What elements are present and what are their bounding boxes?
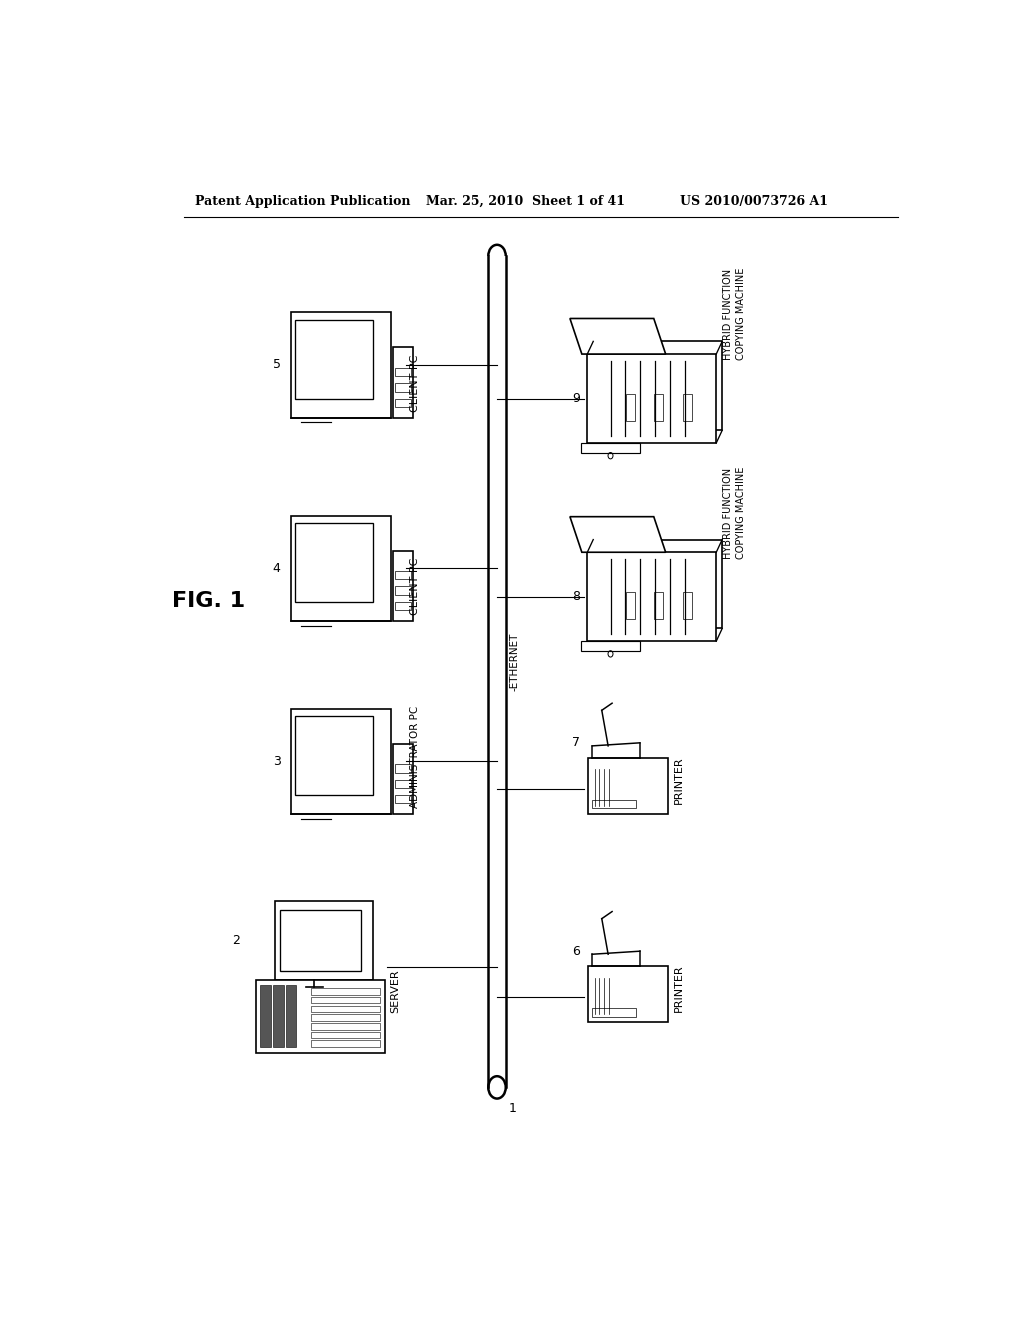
Text: HYBRID FUNCTION
COPYING MACHINE: HYBRID FUNCTION COPYING MACHINE — [723, 268, 745, 360]
Bar — [295, 319, 374, 399]
Text: PRINTER: PRINTER — [674, 756, 684, 804]
Text: 5: 5 — [272, 359, 281, 371]
Bar — [395, 383, 412, 392]
Bar — [310, 1023, 380, 1030]
Bar — [310, 1040, 380, 1047]
Text: 6: 6 — [572, 945, 581, 958]
Bar — [310, 997, 380, 1003]
Bar — [395, 602, 412, 610]
Circle shape — [488, 1076, 506, 1098]
Bar — [256, 981, 385, 1053]
Bar — [592, 800, 636, 808]
Bar — [291, 313, 391, 417]
Bar — [395, 572, 412, 579]
Bar — [395, 399, 412, 407]
Bar — [310, 1032, 380, 1039]
Text: 1: 1 — [509, 1102, 517, 1114]
Text: Mar. 25, 2010  Sheet 1 of 41: Mar. 25, 2010 Sheet 1 of 41 — [426, 195, 625, 209]
Text: 3: 3 — [272, 755, 281, 768]
Text: -ETHERNET: -ETHERNET — [510, 632, 520, 690]
Bar — [593, 540, 722, 628]
Text: 7: 7 — [572, 737, 581, 750]
Bar — [286, 985, 296, 1047]
Text: FIG. 1: FIG. 1 — [172, 590, 245, 611]
Text: PRINTER: PRINTER — [674, 965, 684, 1012]
Text: CLIENT PC: CLIENT PC — [410, 354, 420, 412]
Bar — [395, 586, 412, 595]
Polygon shape — [570, 318, 666, 354]
Bar — [273, 985, 284, 1047]
Bar — [588, 552, 716, 642]
Bar — [295, 717, 374, 795]
Bar — [393, 744, 414, 814]
Text: 8: 8 — [572, 590, 581, 603]
Bar — [310, 1014, 380, 1020]
Bar — [395, 780, 412, 788]
Bar — [275, 900, 374, 981]
Bar — [582, 642, 640, 651]
Text: CLIENT PC: CLIENT PC — [410, 557, 420, 615]
Text: 9: 9 — [572, 392, 581, 405]
Polygon shape — [570, 516, 666, 552]
Text: SERVER: SERVER — [391, 970, 400, 1014]
Text: US 2010/0073726 A1: US 2010/0073726 A1 — [680, 195, 827, 209]
Bar — [393, 347, 414, 417]
Bar — [654, 593, 664, 619]
Bar — [592, 1008, 636, 1016]
Bar — [310, 1006, 380, 1012]
Text: 2: 2 — [232, 935, 241, 946]
Bar — [683, 395, 692, 421]
Bar — [291, 516, 391, 620]
Bar — [593, 342, 722, 430]
Text: Patent Application Publication: Patent Application Publication — [196, 195, 411, 209]
Bar — [393, 550, 414, 620]
Bar — [395, 764, 412, 772]
Bar — [295, 523, 374, 602]
Text: HYBRID FUNCTION
COPYING MACHINE: HYBRID FUNCTION COPYING MACHINE — [723, 466, 745, 558]
Text: ADMINISTRATOR PC: ADMINISTRATOR PC — [410, 706, 420, 808]
Bar — [683, 593, 692, 619]
Bar — [395, 368, 412, 376]
Bar — [654, 395, 664, 421]
Bar — [291, 709, 391, 814]
Bar — [588, 966, 668, 1022]
Bar — [588, 758, 668, 814]
Bar — [310, 989, 380, 995]
Bar — [626, 395, 635, 421]
Bar — [588, 354, 716, 444]
Bar — [260, 985, 271, 1047]
Bar — [626, 593, 635, 619]
Bar — [582, 444, 640, 453]
Bar — [281, 909, 360, 972]
Bar — [395, 795, 412, 804]
Text: 4: 4 — [272, 562, 281, 574]
